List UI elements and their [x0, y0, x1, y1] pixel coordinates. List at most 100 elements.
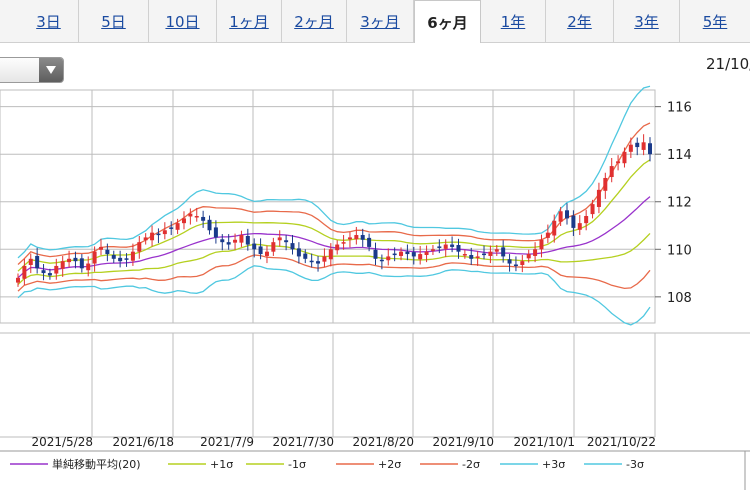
candle-body	[111, 255, 116, 259]
candle-body	[143, 237, 148, 241]
tab-2-months[interactable]: 2ヶ月	[282, 0, 347, 42]
candle-body	[175, 223, 180, 230]
candle-body	[584, 216, 589, 224]
candle-body	[367, 237, 372, 247]
candle-body	[239, 235, 244, 243]
candle-body	[565, 210, 570, 219]
candle-body	[622, 151, 627, 164]
candle-body	[284, 240, 289, 243]
candle-body	[150, 232, 155, 241]
candle-body	[79, 258, 84, 269]
x-tick-label: 2021/8/20	[352, 435, 414, 449]
candle-body	[341, 242, 346, 244]
candle-body	[213, 227, 218, 238]
chart-gridlines	[0, 89, 750, 490]
candle-body	[188, 213, 193, 217]
candle-body	[252, 243, 257, 250]
candle-body	[405, 251, 410, 255]
y-tick-label: 116	[667, 101, 692, 116]
legend-label-m2: -2σ	[462, 458, 480, 471]
candle-body	[277, 237, 282, 241]
x-tick-label: 2021/7/30	[272, 435, 334, 449]
x-axis-ticks: 2021/5/28 2021/6/18 2021/7/9 2021/7/30 2021/…	[31, 435, 656, 449]
band-plus1	[17, 159, 651, 272]
x-tick-label: 2021/10/1	[513, 435, 575, 449]
candle-body	[328, 249, 333, 260]
band-minus2	[17, 254, 651, 292]
candle-body	[220, 239, 225, 243]
candle-body	[437, 246, 442, 248]
candle-body	[545, 232, 550, 238]
candle-body	[124, 258, 129, 260]
candle-body	[450, 244, 455, 247]
chevron-down-icon	[39, 58, 63, 82]
candle-body	[641, 142, 646, 150]
candle-body	[86, 263, 91, 271]
candle-body	[303, 253, 308, 259]
candle-body	[558, 211, 563, 222]
candle-body	[41, 270, 46, 274]
tab-1-month[interactable]: 1ヶ月	[217, 0, 282, 42]
candle-body	[616, 161, 621, 164]
candle-body	[54, 265, 59, 274]
tab-3-days[interactable]: 3日	[19, 0, 79, 42]
candle-body	[347, 237, 352, 240]
candle-body	[194, 216, 199, 218]
candle-body	[443, 244, 448, 249]
candle-body	[16, 277, 20, 283]
candle-body	[105, 249, 110, 255]
candle-body	[207, 219, 212, 231]
candle-body	[469, 255, 474, 259]
candle-body	[92, 251, 97, 264]
candle-body	[22, 265, 27, 279]
candle-body	[290, 243, 295, 250]
period-tab-bar: 3日 5日 10日 1ヶ月 2ヶ月 3ヶ月 6ヶ月 1年 2年 3年 5年	[0, 0, 750, 43]
y-axis-ticks: 108 110 112 114 116	[667, 101, 692, 306]
legend-label-p2: +2σ	[378, 458, 401, 471]
candle-body	[520, 261, 525, 265]
y-tick-label: 112	[667, 196, 692, 211]
tab-2-years[interactable]: 2年	[546, 0, 614, 42]
candle-body	[386, 256, 391, 261]
tab-10-days[interactable]: 10日	[149, 0, 217, 42]
tab-3-months[interactable]: 3ヶ月	[347, 0, 414, 42]
candle-body	[28, 258, 33, 265]
candle-body	[456, 245, 461, 252]
indicator-dropdown[interactable]	[0, 57, 64, 83]
candle-body	[98, 246, 103, 250]
tab-5-days[interactable]: 5日	[79, 0, 149, 42]
candle-body	[47, 273, 52, 276]
candle-body	[245, 235, 250, 245]
candle-body	[430, 249, 435, 251]
band-plus3	[17, 85, 651, 259]
candle-body	[181, 218, 186, 224]
candle-body	[648, 143, 652, 155]
candle-body	[316, 261, 321, 264]
candle-body	[494, 249, 499, 252]
candle-body	[335, 244, 340, 251]
candle-body	[590, 204, 595, 215]
tab-1-year[interactable]: 1年	[481, 0, 546, 42]
candle-body	[264, 251, 269, 256]
candle-body	[475, 256, 480, 258]
tab-5-years[interactable]: 5年	[702, 13, 728, 31]
band-plus2	[17, 122, 651, 265]
band-sma	[17, 196, 651, 279]
candle-body	[462, 254, 467, 256]
legend-label-p3: +3σ	[542, 458, 565, 471]
candle-body	[411, 252, 416, 257]
candle-body	[169, 227, 174, 229]
candle-body	[296, 248, 301, 257]
candle-body	[360, 235, 365, 240]
candle-body	[67, 258, 72, 263]
candle-body	[373, 249, 378, 259]
tab-3-years[interactable]: 3年	[614, 0, 680, 42]
x-tick-label: 2021/7/9	[200, 435, 254, 449]
bollinger-bands	[17, 85, 651, 326]
x-tick-label: 2021/6/18	[112, 435, 174, 449]
candle-body	[309, 260, 314, 263]
tab-6-months[interactable]: 6ヶ月	[414, 0, 481, 43]
date-label: 21/10/	[706, 55, 750, 73]
candle-body	[526, 254, 531, 259]
